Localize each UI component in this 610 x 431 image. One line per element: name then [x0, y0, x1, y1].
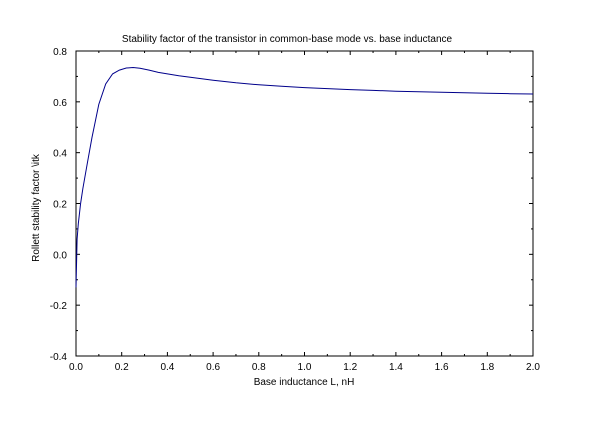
x-axis-label: Base inductance L, nH — [254, 377, 355, 388]
axis-tick-labels: 0.0 0.2 0.4 0.6 0.8 1.0 1.2 1.4 1.6 1.8 2.0 -0.4 -0.… — [50, 47, 541, 373]
y-tick-label: 0.2 — [53, 200, 67, 211]
x-tick-label: 0.2 — [115, 362, 129, 373]
y-tick-label: 0.4 — [53, 149, 67, 160]
axis-ticks — [75, 50, 534, 357]
x-tick-label: 1.6 — [435, 362, 449, 373]
y-tick-label: 0.6 — [53, 98, 67, 109]
x-tick-label: 0.0 — [69, 362, 83, 373]
series-line — [75, 66, 534, 288]
y-tick-label: 0.0 — [53, 250, 67, 261]
y-tick-label: 0.8 — [53, 47, 67, 58]
x-tick-label: 1.2 — [343, 362, 357, 373]
y-axis-label: Rollett stability factor \itk — [31, 153, 42, 262]
y-tick-label: -0.2 — [50, 301, 68, 312]
x-tick-label: 1.0 — [298, 362, 312, 373]
x-tick-label: 0.8 — [252, 362, 266, 373]
x-tick-label: 1.4 — [389, 362, 403, 373]
y-tick-label: -0.4 — [50, 352, 68, 363]
x-tick-label: 0.6 — [206, 362, 220, 373]
plot-frame — [75, 50, 534, 357]
x-tick-label: 2.0 — [526, 362, 540, 373]
chart-title: Stability factor of the transistor in co… — [122, 34, 453, 45]
x-tick-label: 1.8 — [480, 362, 494, 373]
x-tick-label: 0.4 — [160, 362, 174, 373]
